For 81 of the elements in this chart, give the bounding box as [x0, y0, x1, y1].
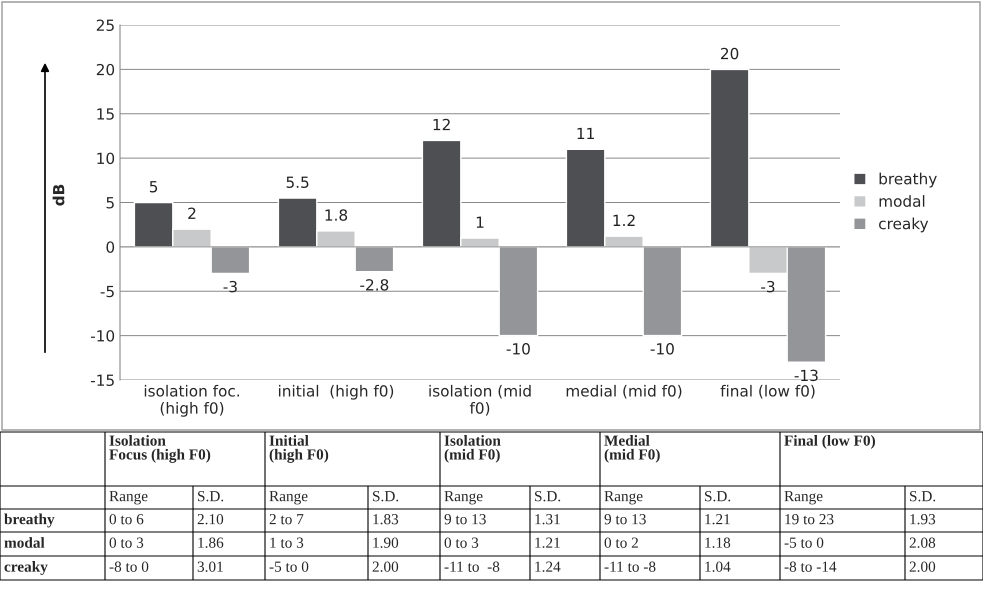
- y-tick-label: 25: [96, 19, 114, 32]
- text: 1.21: [535, 538, 560, 548]
- legend-label: breathy: [880, 172, 937, 188]
- text: 1.86: [198, 538, 224, 548]
- data-label: 11: [578, 128, 594, 139]
- text: 2.00: [372, 562, 398, 572]
- data-label: -13: [794, 370, 818, 382]
- y-tick-label: 0: [106, 241, 114, 253]
- y-tick-label: -15: [90, 374, 114, 386]
- text: Range: [604, 491, 642, 504]
- text: -8 to 0: [110, 562, 148, 572]
- text: S.D.: [373, 491, 398, 502]
- data-label: -10: [506, 342, 530, 355]
- text: S.D.: [535, 491, 560, 502]
- text: breathy: [4, 514, 55, 528]
- text: S.D.: [910, 491, 936, 502]
- text: Isolation Focus (high F0): [109, 435, 210, 463]
- text: 1.18: [705, 538, 730, 548]
- text: 1.83: [373, 514, 398, 524]
- x-tick-label: medial (mid f0): [566, 384, 682, 398]
- text: Isolation (mid F0): [444, 435, 501, 463]
- text: Range: [444, 491, 482, 504]
- y-tick-label: 10: [97, 152, 114, 164]
- data-label: 5.5: [286, 176, 308, 188]
- text: -5 to 0: [784, 538, 824, 548]
- text: -11 to -8: [444, 562, 500, 572]
- text: Range: [269, 491, 308, 504]
- text: S.D.: [705, 491, 730, 502]
- x-tick-label: final (low f0): [720, 384, 815, 398]
- data-label: 1.2: [614, 214, 635, 226]
- text: 9 to 13: [444, 514, 486, 524]
- text: 2.08: [910, 538, 936, 548]
- text: 19 to 23: [785, 514, 834, 524]
- data-label: 1.8: [326, 209, 348, 221]
- text: 0 to 6: [110, 514, 144, 524]
- text: 1.31: [535, 514, 560, 524]
- data-label: -10: [650, 342, 674, 355]
- text: Final (low F0): [784, 435, 875, 449]
- text: 1.93: [910, 514, 936, 524]
- legend-label: modal: [880, 195, 924, 207]
- text: Range: [109, 491, 148, 504]
- data-label: -3: [761, 280, 774, 292]
- legend-label: creaky: [879, 218, 928, 232]
- text: 1.90: [373, 538, 398, 548]
- data-label: -2.8: [360, 279, 388, 291]
- y-tick-label: 20: [96, 64, 114, 76]
- text: 0 to 3: [444, 538, 478, 548]
- text: creaky: [4, 561, 48, 575]
- text: 9 to 13: [604, 514, 646, 524]
- text: -11 to -8: [604, 562, 656, 572]
- data-label: 2: [188, 208, 196, 219]
- text: 1.04: [705, 562, 730, 572]
- text: Initial (high F0): [270, 435, 328, 463]
- text: 0 to 2: [604, 538, 638, 548]
- text: 1 to 3: [270, 538, 304, 548]
- x-tick-label: isolation (mid f0): [429, 384, 531, 416]
- x-tick-label: initial (high f0): [278, 384, 394, 400]
- text: -8 to -14: [784, 562, 836, 572]
- text: Medial (mid F0): [604, 435, 660, 463]
- text: 2 to 7: [270, 514, 304, 524]
- text: 1.21: [705, 514, 730, 524]
- data-label: 1: [476, 216, 484, 228]
- text: modal: [4, 537, 44, 548]
- text: S.D.: [198, 491, 224, 502]
- text: -5 to 0: [270, 562, 308, 572]
- y-axis-title: dB: [52, 184, 64, 206]
- text: 3.01: [198, 562, 223, 572]
- data-label: 20: [721, 48, 738, 60]
- y-tick-label: 15: [97, 108, 114, 120]
- text: 2.10: [198, 514, 224, 524]
- y-tick-label: -10: [90, 330, 114, 342]
- text: 1.24: [535, 562, 560, 572]
- data-label: -3: [224, 280, 237, 292]
- y-tick-label: 5: [106, 197, 114, 209]
- data-label: 5: [150, 181, 158, 192]
- text: 2.00: [910, 562, 936, 572]
- text: Range: [784, 491, 822, 504]
- y-tick-label: -5: [100, 286, 114, 298]
- text: 0 to 3: [110, 538, 144, 548]
- x-tick-label: isolation foc. (high f0): [144, 384, 239, 417]
- data-label: 12: [434, 118, 450, 130]
